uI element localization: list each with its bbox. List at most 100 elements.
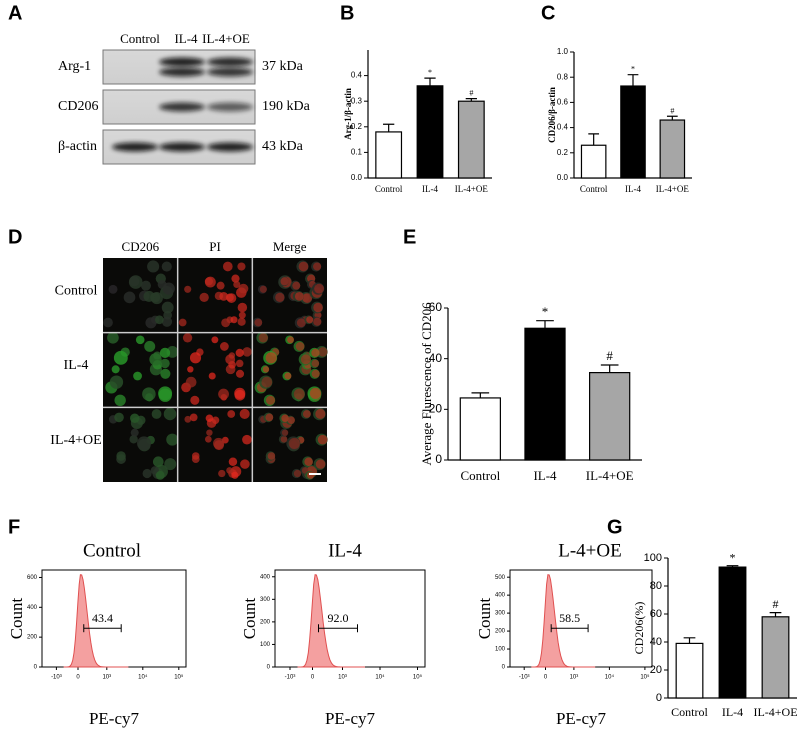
cell	[281, 429, 289, 436]
bar	[718, 566, 747, 699]
blot-band	[159, 67, 205, 77]
cell	[159, 347, 171, 358]
significance-mark: *	[542, 304, 549, 319]
gate-label: 58.5	[559, 611, 580, 625]
blot-row-label: β-actin	[58, 139, 97, 154]
blot-band	[207, 102, 253, 112]
y-tick-label: 0.0	[557, 173, 569, 182]
cell	[213, 437, 225, 449]
x-tick-label: IL-4+OE	[753, 705, 797, 719]
y-tick-label: 0.1	[351, 148, 363, 157]
y-tick-label: 20	[650, 664, 662, 676]
cell	[292, 281, 301, 290]
cell	[294, 291, 304, 301]
cell	[184, 285, 192, 293]
blot-band	[207, 142, 253, 152]
bar	[659, 119, 686, 179]
cell	[293, 388, 305, 400]
cell	[311, 369, 320, 378]
y-tick-label: 0.4	[557, 123, 569, 132]
cell	[237, 302, 248, 313]
cell	[315, 459, 326, 469]
cell	[108, 284, 118, 294]
blot-band	[207, 57, 253, 67]
panel-label: E	[403, 226, 416, 248]
cell	[184, 415, 192, 423]
cell	[204, 435, 212, 443]
cell	[296, 318, 306, 328]
gate-label: 43.4	[92, 611, 113, 625]
flow-frame	[41, 569, 187, 668]
flow-title: IL-4	[328, 540, 362, 561]
cell	[265, 413, 274, 422]
flow-frame	[509, 569, 653, 668]
y-axis-label: Arg-1/β-actin	[343, 88, 353, 140]
panel-label: C	[541, 2, 555, 24]
cell	[135, 335, 145, 345]
significance-mark: #	[670, 106, 674, 115]
significance-mark: #	[606, 348, 613, 363]
cell	[295, 342, 305, 351]
micrograph-column-label: Merge	[273, 239, 307, 254]
y-tick-label: 100	[644, 552, 662, 564]
blot-size-label: 43 kDa	[262, 139, 304, 154]
cell	[280, 435, 288, 443]
y-tick-label: 1.0	[557, 47, 569, 56]
x-tick-label: Control	[580, 184, 608, 194]
x-tick-label: 10⁵	[640, 674, 650, 681]
x-tick-label: IL-4	[422, 184, 438, 194]
cell	[133, 371, 142, 381]
cell	[142, 468, 152, 479]
error-bar	[424, 77, 436, 86]
cell	[221, 318, 231, 328]
cell	[227, 410, 236, 418]
micrograph-row-label: Control	[55, 284, 98, 299]
y-tick-label: 0	[656, 692, 662, 704]
significance-mark: *	[428, 68, 432, 77]
bar	[375, 131, 403, 179]
cell	[114, 394, 126, 407]
y-tick-label: 60	[429, 300, 443, 314]
error-bar	[465, 98, 477, 102]
cell	[298, 261, 309, 272]
cell	[205, 414, 214, 423]
histogram	[297, 574, 365, 668]
x-tick-label: 10³	[338, 675, 347, 681]
y-tick-label: 300	[260, 597, 271, 603]
axis-label: Count	[240, 597, 259, 639]
bar	[580, 144, 607, 179]
bar	[416, 85, 444, 179]
blot-band	[159, 142, 205, 152]
y-tick-label: 400	[260, 574, 271, 580]
cell	[140, 280, 151, 291]
cell	[222, 261, 233, 272]
cell	[155, 470, 165, 480]
flow-frame	[274, 569, 426, 668]
x-tick-label: Control	[375, 184, 403, 194]
gate-label: 92.0	[328, 611, 349, 625]
cell	[114, 412, 124, 423]
cell	[129, 435, 138, 444]
cell	[218, 469, 226, 478]
cell	[107, 331, 119, 344]
cell	[300, 354, 311, 365]
cell	[265, 395, 276, 405]
cell	[313, 317, 322, 326]
cell	[199, 292, 209, 303]
cell	[161, 316, 173, 327]
cell	[280, 277, 289, 286]
x-tick-label: Control	[460, 468, 500, 483]
cell	[130, 428, 139, 437]
cell	[151, 409, 162, 419]
cell	[259, 285, 267, 293]
x-tick-label: -10³	[51, 675, 62, 681]
y-axis-label: CD206/β-actin	[547, 87, 557, 143]
y-tick-label: 20	[429, 402, 443, 416]
cell	[315, 408, 326, 419]
cell	[225, 354, 236, 365]
cell	[254, 318, 263, 327]
y-tick-label: 0.3	[351, 96, 363, 105]
cell	[164, 458, 177, 471]
micrograph-row-label: IL-4+OE	[50, 433, 101, 448]
error-bar	[600, 364, 619, 373]
